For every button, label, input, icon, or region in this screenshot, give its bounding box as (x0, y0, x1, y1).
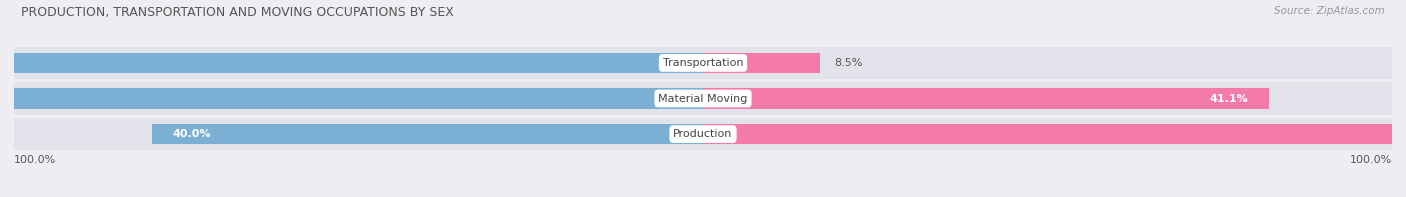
Bar (703, 53, 820, 73)
Text: 40.0%: 40.0% (173, 129, 211, 139)
Text: 41.1%: 41.1% (1211, 94, 1249, 103)
Bar (703, 88, 1270, 109)
Bar (703, 124, 1406, 144)
Text: 8.5%: 8.5% (834, 58, 862, 68)
Text: 100.0%: 100.0% (1350, 155, 1392, 165)
Text: 100.0%: 100.0% (14, 155, 56, 165)
Bar (152, 124, 703, 144)
Text: Source: ZipAtlas.com: Source: ZipAtlas.com (1274, 6, 1385, 16)
Bar (0, 53, 703, 73)
Text: Production: Production (673, 129, 733, 139)
Text: Material Moving: Material Moving (658, 94, 748, 103)
Bar (14, 118, 1392, 151)
Bar (0, 88, 703, 109)
Text: PRODUCTION, TRANSPORTATION AND MOVING OCCUPATIONS BY SEX: PRODUCTION, TRANSPORTATION AND MOVING OC… (21, 6, 454, 19)
Bar (14, 46, 1392, 79)
Text: Transportation: Transportation (662, 58, 744, 68)
Bar (14, 82, 1392, 115)
